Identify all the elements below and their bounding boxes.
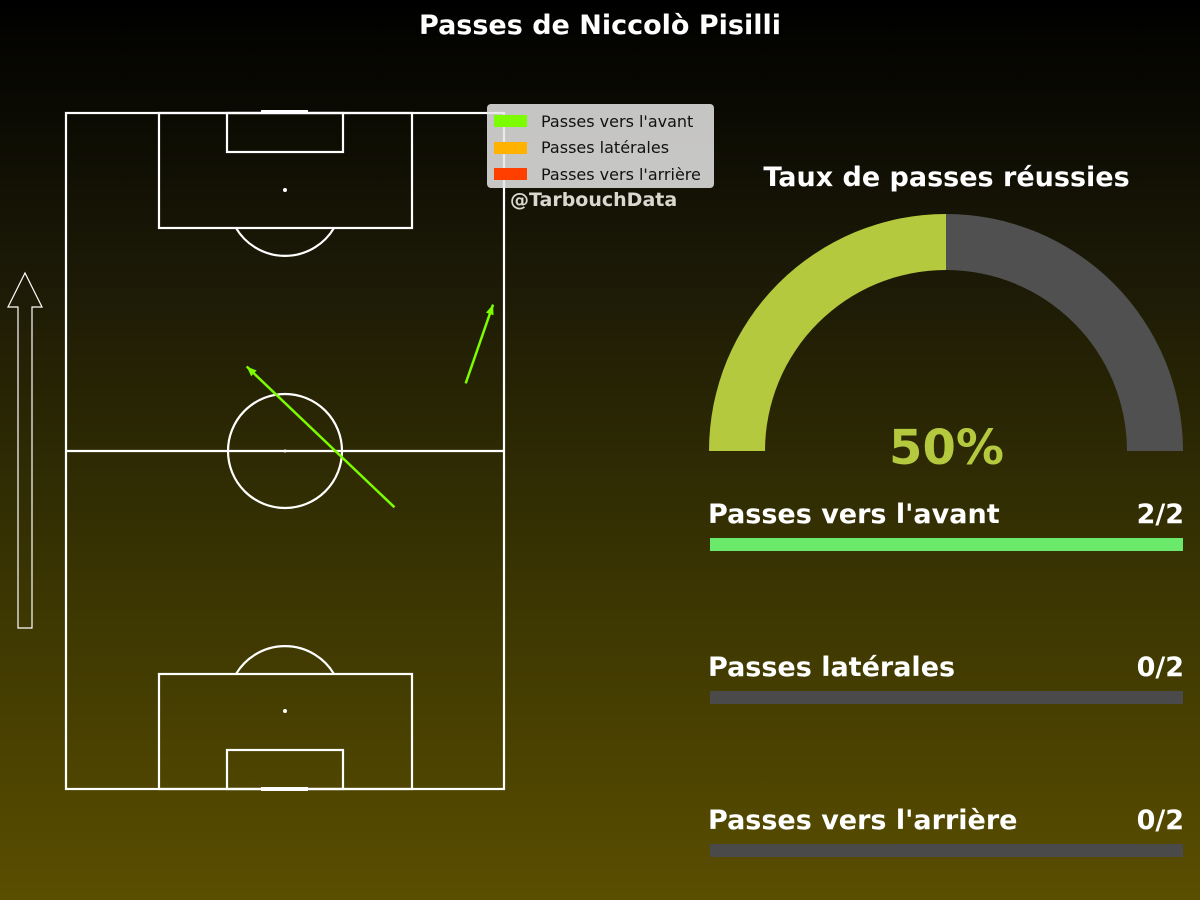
- stat-fill-forward: [710, 538, 1183, 551]
- stat-value-backward: 0/2: [1136, 805, 1184, 836]
- stat-label-backward: Passes vers l'arrière: [708, 805, 1018, 836]
- pass-line-1: [245, 365, 396, 509]
- pass-arrowhead-2: [485, 304, 494, 316]
- legend-swatch-backward: [494, 168, 527, 181]
- gauge-title: Taux de passes réussies: [763, 162, 1130, 193]
- pitch-chart: [7, 110, 506, 791]
- pitch-lines: [64, 110, 506, 791]
- page-title: Passes de Niccolò Pisilli: [419, 10, 781, 41]
- stat-bar-forward: [710, 538, 1183, 551]
- pass-line-2: [464, 304, 495, 384]
- legend: Passes vers l'avant Passes latérales Pas…: [487, 104, 714, 188]
- gauge-fill: [709, 214, 946, 451]
- passes-layer: [245, 304, 495, 509]
- legend-swatch-forward: [494, 115, 527, 128]
- attack-direction-arrow: [7, 271, 43, 629]
- gauge-value: 50%: [889, 420, 1004, 476]
- bottom-penalty-spot: [283, 709, 287, 713]
- pass-arrowhead-1: [246, 366, 257, 377]
- stat-bar-lateral: [710, 691, 1183, 704]
- top-penalty-spot: [283, 188, 287, 192]
- bottom-penalty-arc: [235, 645, 335, 675]
- legend-item-lateral: Passes latérales: [494, 135, 707, 162]
- center-spot: [283, 449, 287, 453]
- legend-item-forward: Passes vers l'avant: [494, 108, 707, 135]
- stat-label-lateral: Passes latérales: [708, 652, 956, 683]
- stat-bar-backward: [710, 844, 1183, 857]
- legend-label-forward: Passes vers l'avant: [541, 111, 694, 131]
- watermark: @TarbouchData: [510, 189, 678, 211]
- center-circle: [226, 392, 344, 510]
- stat-value-lateral: 0/2: [1136, 652, 1184, 683]
- legend-label-backward: Passes vers l'arrière: [541, 164, 701, 184]
- legend-item-backward: Passes vers l'arrière: [494, 161, 707, 188]
- legend-label-lateral: Passes latérales: [541, 138, 670, 158]
- gauge-track: [946, 214, 1183, 451]
- top-penalty-arc: [235, 227, 335, 257]
- stat-value-forward: 2/2: [1136, 499, 1184, 530]
- legend-swatch-lateral: [494, 141, 527, 154]
- stat-label-forward: Passes vers l'avant: [708, 499, 1000, 530]
